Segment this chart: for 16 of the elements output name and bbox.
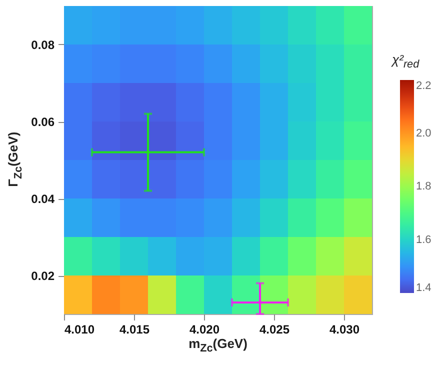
y-tick-label: 0.08 [31,38,55,52]
x-tick-label: 4.025 [259,322,290,336]
color-bar-label: 2.2 [416,80,432,92]
x-tick-label: 4.020 [189,322,220,336]
x-tick-label: 4.015 [119,322,150,336]
color-bar-label: 1.6 [416,234,432,246]
color-bar-label: 1.8 [416,180,432,192]
color-bar-label: 2.0 [416,127,432,140]
x-axis-title: m$_{Zc}$(GeV) [188,336,248,355]
color-bar-title: χ²$_{red}$ [392,52,420,71]
x-tick-label: 4.010 [64,322,95,336]
x-tick-label: 4.030 [329,322,360,336]
y-tick-label: 0.06 [31,115,55,129]
y-tick-label: 0.04 [31,192,55,206]
y-tick-label: 0.02 [31,269,55,283]
color-bar-label: 1.4 [416,282,432,294]
